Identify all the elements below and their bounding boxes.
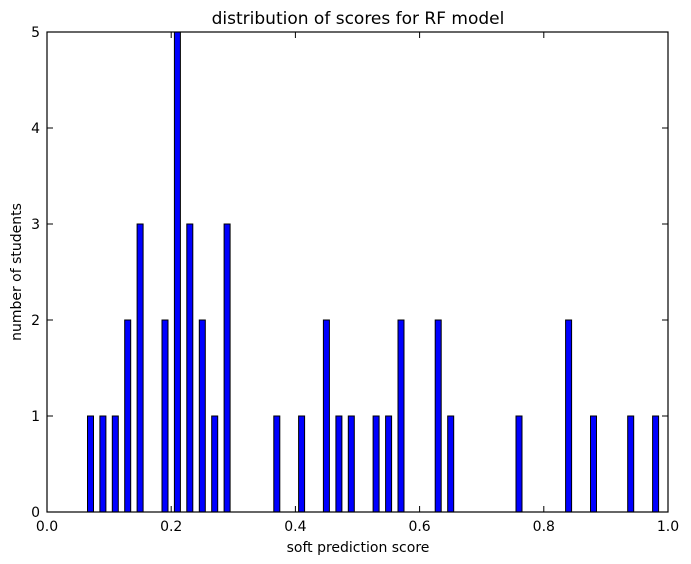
histogram-bar-19 (434, 319, 442, 513)
y-tick-label-4: 4 (31, 121, 40, 137)
histogram-bar-14 (335, 415, 343, 513)
y-tick-label-5: 5 (31, 25, 40, 41)
x-tick-label-3: 0.6 (408, 519, 430, 535)
histogram-bar-3 (124, 319, 132, 513)
chart-title: distribution of scores for RF model (212, 9, 505, 29)
y-tick-label-3: 3 (31, 217, 40, 233)
histogram-bar-7 (186, 223, 194, 513)
histogram-bar-0 (87, 415, 94, 513)
x-tick-label-4: 0.8 (533, 519, 555, 535)
histogram-bar-12 (298, 415, 306, 513)
x-tick-label-2: 0.4 (284, 519, 306, 535)
x-axis-title: soft prediction score (287, 540, 430, 556)
plot-frame (46, 31, 669, 513)
x-tick-label-0: 0.0 (36, 519, 58, 535)
x-tick-label-5: 1.0 (657, 519, 679, 535)
histogram-bar-17 (385, 415, 393, 513)
histogram-bar-24 (627, 415, 635, 513)
histogram-bar-15 (347, 415, 355, 513)
histogram-bar-20 (447, 415, 455, 513)
histogram-bar-9 (211, 415, 219, 513)
x-tick-label-1: 0.2 (160, 519, 182, 535)
histogram-bar-21 (515, 415, 523, 513)
y-tick-label-0: 0 (31, 505, 40, 521)
histogram-bar-25 (652, 415, 660, 513)
x-axis-ticks: 0.0 0.2 0.4 0.6 0.8 1.0 (36, 32, 679, 535)
histogram-bar-16 (372, 415, 380, 513)
histogram-bar-2 (111, 415, 119, 513)
histogram-bar-22 (565, 319, 573, 513)
histogram-bar-1 (99, 415, 107, 513)
y-tick-label-2: 2 (31, 313, 40, 329)
y-tick-label-1: 1 (31, 409, 40, 425)
histogram-bar-10 (223, 223, 231, 513)
histogram-bar-23 (590, 415, 597, 513)
histogram-bar-4 (136, 223, 144, 513)
histogram-bar-8 (198, 319, 206, 513)
histogram-bar-18 (397, 319, 405, 513)
y-axis-title: number of students (9, 203, 25, 341)
bars-group (87, 31, 660, 513)
histogram-bar-13 (322, 319, 330, 513)
histogram-bar-6 (173, 31, 181, 513)
histogram-bar-5 (161, 319, 169, 513)
histogram-bar-11 (273, 415, 281, 513)
